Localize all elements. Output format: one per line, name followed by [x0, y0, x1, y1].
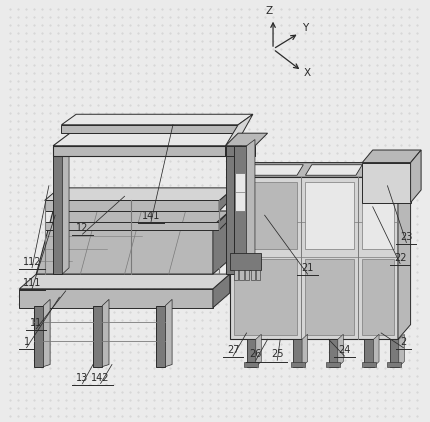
Polygon shape: [245, 270, 249, 280]
Text: 24: 24: [338, 345, 351, 355]
Polygon shape: [362, 260, 394, 335]
Polygon shape: [338, 334, 343, 367]
Polygon shape: [235, 140, 242, 274]
Polygon shape: [244, 362, 258, 367]
Text: 1: 1: [24, 337, 30, 347]
Text: 25: 25: [271, 349, 283, 360]
Text: 22: 22: [394, 253, 406, 263]
Text: 27: 27: [227, 345, 240, 355]
Polygon shape: [36, 211, 230, 274]
Text: 2: 2: [400, 337, 406, 347]
Polygon shape: [225, 114, 253, 146]
Polygon shape: [305, 165, 362, 175]
Polygon shape: [43, 299, 50, 367]
Polygon shape: [246, 339, 256, 367]
Polygon shape: [225, 133, 267, 146]
Polygon shape: [256, 334, 261, 367]
Polygon shape: [225, 133, 243, 156]
Polygon shape: [234, 270, 238, 280]
Polygon shape: [219, 188, 234, 211]
Text: 21: 21: [301, 263, 314, 273]
Text: 141: 141: [142, 211, 160, 221]
Text: 142: 142: [91, 373, 110, 383]
Polygon shape: [19, 274, 230, 289]
Polygon shape: [291, 362, 304, 367]
Text: 111: 111: [23, 278, 41, 288]
Polygon shape: [156, 306, 166, 367]
Text: 12: 12: [76, 223, 89, 233]
Polygon shape: [364, 165, 400, 175]
Text: X: X: [303, 68, 310, 78]
Polygon shape: [362, 181, 394, 249]
Polygon shape: [166, 299, 172, 367]
Polygon shape: [61, 114, 253, 125]
Polygon shape: [256, 270, 261, 280]
Polygon shape: [387, 362, 401, 367]
Polygon shape: [234, 165, 303, 175]
Polygon shape: [305, 181, 354, 249]
Polygon shape: [213, 274, 230, 308]
Polygon shape: [45, 222, 219, 230]
Polygon shape: [230, 177, 398, 339]
Polygon shape: [302, 334, 307, 367]
Polygon shape: [225, 146, 235, 274]
Text: 11: 11: [30, 318, 43, 328]
Polygon shape: [364, 339, 374, 367]
Polygon shape: [230, 253, 261, 270]
Polygon shape: [305, 260, 354, 335]
Polygon shape: [399, 334, 404, 367]
Polygon shape: [234, 146, 246, 262]
Polygon shape: [362, 362, 376, 367]
Polygon shape: [62, 140, 69, 274]
Polygon shape: [234, 181, 297, 249]
Text: 112: 112: [23, 257, 41, 267]
Polygon shape: [235, 173, 245, 211]
Polygon shape: [19, 289, 213, 308]
Polygon shape: [411, 150, 421, 203]
Polygon shape: [53, 146, 225, 156]
Text: 26: 26: [249, 349, 262, 360]
Polygon shape: [93, 306, 102, 367]
Polygon shape: [213, 211, 230, 274]
Polygon shape: [240, 270, 244, 280]
Polygon shape: [293, 339, 302, 367]
Polygon shape: [34, 306, 43, 367]
Polygon shape: [53, 133, 243, 146]
Polygon shape: [390, 339, 399, 367]
Polygon shape: [219, 207, 234, 230]
Polygon shape: [61, 125, 238, 133]
Polygon shape: [362, 150, 421, 162]
Polygon shape: [398, 162, 411, 339]
Polygon shape: [102, 299, 109, 367]
Polygon shape: [246, 140, 255, 262]
Text: Z: Z: [265, 6, 273, 16]
Polygon shape: [230, 162, 411, 177]
Text: 13: 13: [77, 373, 89, 383]
Polygon shape: [234, 260, 297, 335]
Polygon shape: [45, 188, 234, 200]
Polygon shape: [326, 362, 340, 367]
Polygon shape: [53, 146, 62, 274]
Polygon shape: [374, 334, 379, 367]
Polygon shape: [45, 200, 219, 211]
Polygon shape: [251, 270, 255, 280]
Polygon shape: [362, 162, 411, 203]
Polygon shape: [225, 146, 255, 156]
Text: Y: Y: [302, 23, 308, 33]
Text: 23: 23: [400, 232, 412, 242]
Polygon shape: [329, 339, 338, 367]
